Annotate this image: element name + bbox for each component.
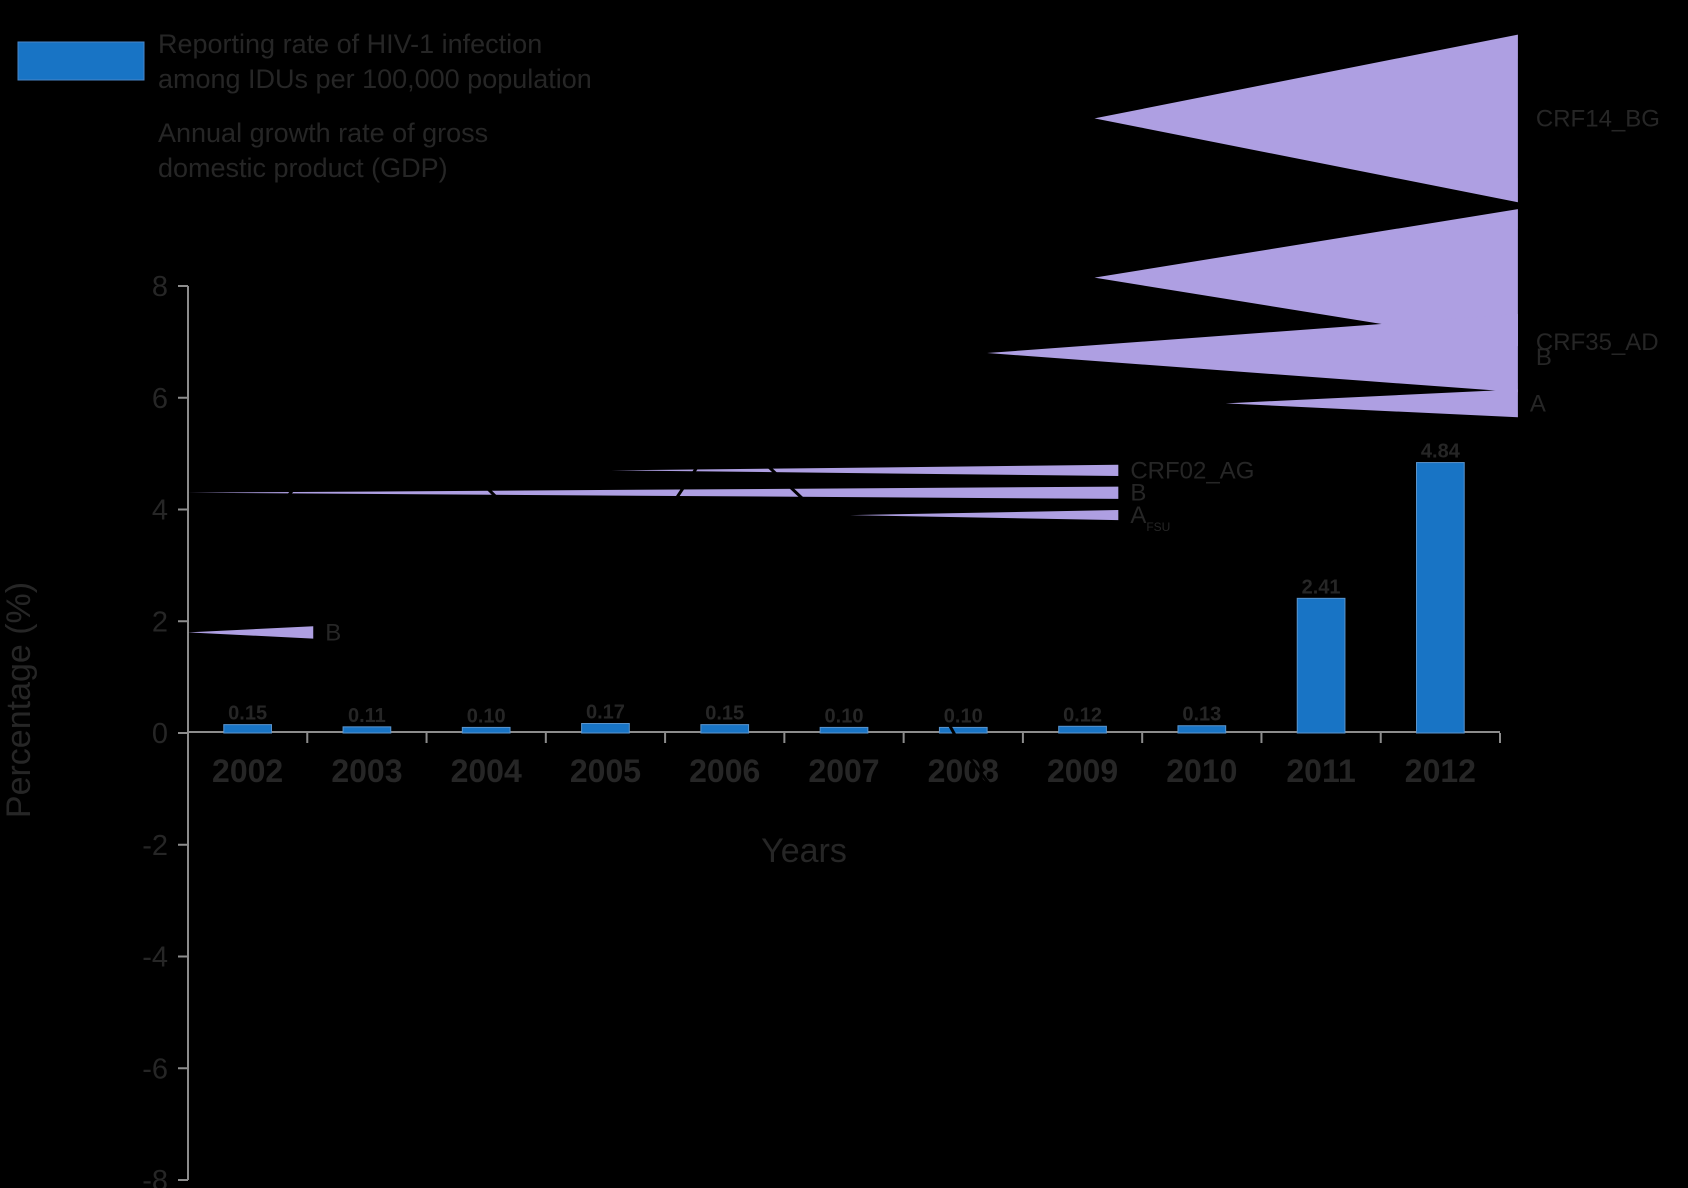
x-tick-label: 2002 xyxy=(212,753,283,789)
legend-line-label-line1: Annual growth rate of gross xyxy=(158,118,488,148)
x-tick-label: 2004 xyxy=(451,753,522,789)
gdp-point xyxy=(1438,1089,1442,1093)
bar-labels: 0.15 0.11 0.10 0.17 0.15 0.10 0.10 0.12 0.13 2.41… xyxy=(228,441,1461,728)
gdp-point xyxy=(961,748,965,752)
bar xyxy=(700,724,750,734)
x-tick-label: 2011 xyxy=(1286,753,1355,789)
gdp-point xyxy=(603,602,607,606)
bar-value-label: 0.15 xyxy=(228,703,267,725)
bar-value-label: 0.13 xyxy=(1182,704,1221,726)
bar-value-label: 2.41 xyxy=(1302,576,1341,598)
subtype-label: B xyxy=(1536,344,1552,371)
subtype-wedge xyxy=(611,464,1119,476)
bar xyxy=(1058,725,1107,734)
x-tick-label: 2003 xyxy=(331,753,402,789)
x-tick-label: 2006 xyxy=(689,753,760,789)
gdp-line-layer xyxy=(246,401,1442,1132)
bar xyxy=(1296,597,1346,734)
bar xyxy=(819,726,869,734)
x-tick-label: 2005 xyxy=(570,753,641,789)
bar xyxy=(223,724,272,734)
bar-value-label: 0.10 xyxy=(825,705,864,727)
x-tick-label: 2010 xyxy=(1166,753,1237,789)
subtype-label: B xyxy=(1130,480,1146,507)
y-tick-label: 8 xyxy=(152,271,168,303)
gdp-point xyxy=(842,535,846,539)
bar xyxy=(461,726,511,734)
subtype-label: A xyxy=(1530,390,1546,417)
y-tick-label: -6 xyxy=(142,1053,168,1085)
gdp-point xyxy=(246,541,250,545)
subtype-wedge xyxy=(1094,209,1518,347)
bar-value-label: 4.84 xyxy=(1421,441,1461,463)
gdp-point xyxy=(1081,904,1085,908)
x-ticks: 2002 2003 2004 2005 2006 2007 2008 2009 2010 2011… xyxy=(187,733,1501,789)
y-axis: 8 6 4 2 0 -2 -4 -6 -8 xyxy=(142,271,189,1188)
legend-bar-label-line1: Reporting rate of HIV-1 infection xyxy=(158,29,542,59)
y-tick-label: -8 xyxy=(142,1165,168,1188)
bar-value-label: 0.12 xyxy=(1063,704,1102,726)
subtype-label: CRF14_BG xyxy=(1536,105,1660,132)
x-axis: 2002 2003 2004 2005 2006 2007 2008 2009 2010 2011… xyxy=(187,731,1501,789)
bar xyxy=(581,723,630,734)
subtype-label-subscript: FSU xyxy=(1146,520,1170,534)
y-tick-label: -2 xyxy=(142,830,168,862)
legend-line-label-line2: domestic product (GDP) xyxy=(158,153,448,183)
gdp-point xyxy=(365,401,369,405)
y-tick-label: -4 xyxy=(142,942,168,974)
legend: Reporting rate of HIV-1 infection among … xyxy=(17,29,592,183)
subtype-wedge xyxy=(1094,34,1518,203)
bar-value-label: 0.17 xyxy=(586,702,625,724)
subtype-label: B xyxy=(325,619,341,646)
subtype-wedge xyxy=(987,313,1518,393)
gdp-point xyxy=(1319,1128,1323,1132)
bar xyxy=(1416,462,1465,734)
x-tick-label: 2009 xyxy=(1047,753,1118,789)
y-tick-label: 4 xyxy=(152,495,168,527)
bar-value-label: 0.11 xyxy=(348,705,386,727)
y-tick-label: 0 xyxy=(152,718,168,750)
gdp-point xyxy=(484,485,488,489)
subtype-label: CRF35_AD xyxy=(1536,329,1659,356)
y-ticks: 8 6 4 2 0 -2 -4 -6 -8 xyxy=(142,271,188,1188)
x-tick-label: 2007 xyxy=(808,753,879,789)
x-tick-label: 2012 xyxy=(1405,753,1476,789)
legend-bar-swatch xyxy=(17,41,145,81)
bar-value-label: 0.10 xyxy=(944,705,983,727)
bar-value-label: 0.15 xyxy=(705,703,744,725)
subtype-wedge xyxy=(188,486,1119,499)
bar-value-label: 0.10 xyxy=(467,705,506,727)
bar xyxy=(1177,725,1227,734)
subtype-label: AFSU xyxy=(1130,502,1170,534)
gdp-point xyxy=(723,424,727,428)
subtype-wedge xyxy=(188,626,314,639)
bars xyxy=(223,462,1465,734)
legend-bar-label-line2: among IDUs per 100,000 population xyxy=(158,64,592,94)
x-axis-title: Years xyxy=(761,832,847,870)
subtype-wedge xyxy=(1225,389,1518,418)
bar xyxy=(342,726,392,734)
gdp-point xyxy=(1200,1005,1204,1009)
bar xyxy=(938,726,988,734)
y-tick-label: 6 xyxy=(152,383,168,415)
y-axis-title: Percentage (%) xyxy=(0,582,38,818)
y-tick-label: 2 xyxy=(152,606,168,638)
subtype-wedge xyxy=(849,510,1119,521)
subtype-label: CRF02_AG xyxy=(1130,457,1254,484)
